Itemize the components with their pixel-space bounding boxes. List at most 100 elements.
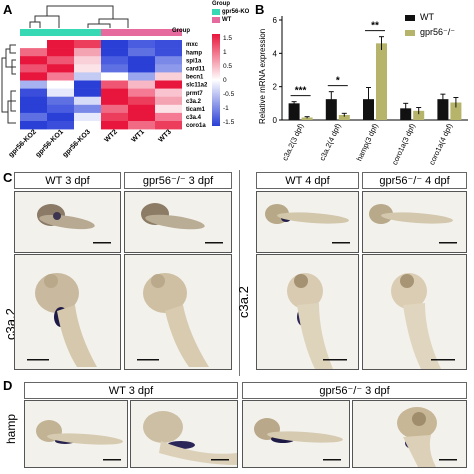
micrograph-c-wt-4dpf-zoom <box>256 254 359 370</box>
bar <box>325 99 337 120</box>
c-label-ko-4dpf: gpr56⁻/⁻ 4 dpf <box>362 172 467 189</box>
heatmap-cell <box>47 104 74 114</box>
heatmap-cell <box>101 121 128 130</box>
heatmap-cell <box>101 64 128 73</box>
d-row-label: hamp <box>4 413 18 444</box>
heatmap-cell <box>128 72 155 81</box>
c-label-wt-4dpf: WT 4 dpf <box>256 172 359 189</box>
heatmap-cell <box>47 96 74 106</box>
heatmap-cell <box>155 64 182 73</box>
legend-swatch-ko <box>212 9 220 15</box>
heatmap-cell <box>74 88 101 97</box>
bar <box>376 43 387 121</box>
gene-label: ticam1 <box>186 107 206 113</box>
panel-label-a: A <box>3 2 13 17</box>
group-annotation-bar <box>20 29 182 36</box>
gene-label: c3a.2 <box>186 99 202 105</box>
group-annotation-cell <box>47 29 74 36</box>
heatmap-cell <box>155 104 182 114</box>
x-tick-label: coro1a(3 dpf) <box>390 122 417 167</box>
y-tick-label: 2 <box>273 83 278 92</box>
heatmap-cell <box>128 88 155 97</box>
heatmap-cell <box>47 40 74 49</box>
heatmap-cell <box>155 40 182 49</box>
panel-label-c: C <box>3 170 13 185</box>
colorbar-tick: 1 <box>223 49 227 56</box>
micrograph-c-wt-3dpf-zoom <box>14 254 121 370</box>
heatmap-figure: mxc hamp spi1a card11 becn1 slc11a2 prmt7 c3a.2… <box>1 5 235 159</box>
gene-label: slc11a2 <box>186 83 208 89</box>
panel-label-d: D <box>3 378 13 393</box>
colorbar <box>212 34 220 126</box>
group-annotation-cell <box>128 29 155 36</box>
heatmap-cell <box>128 56 155 65</box>
y-tick-label: 4 <box>273 49 278 58</box>
sample-label: WT1 <box>131 128 146 143</box>
heatmap-cell <box>74 96 101 106</box>
group-row-label: Group <box>172 28 190 34</box>
heatmap-cell <box>155 80 182 89</box>
bar <box>450 102 462 120</box>
group-annotation-cell <box>155 29 182 36</box>
heatmap-cell <box>20 121 47 130</box>
significance-label: ** <box>371 21 379 32</box>
heatmap-cell <box>155 48 182 57</box>
heatmap-cell <box>101 80 128 89</box>
micrograph-d-ko-whole <box>242 400 350 468</box>
y-tick-label: 6 <box>273 16 278 25</box>
bar <box>301 117 313 120</box>
heatmap-cell <box>47 88 74 97</box>
heatmap-cell <box>20 40 47 49</box>
sample-label: WT3 <box>158 128 173 143</box>
panel-c-left-section <box>6 170 240 376</box>
heatmap-cell <box>20 56 47 65</box>
legend-swatch-ko-bar <box>405 30 415 36</box>
bar-y-axis-label: Relative mRNA expression <box>258 28 267 124</box>
heatmap-cell <box>74 48 101 57</box>
legend-item-wt: WT <box>222 17 232 23</box>
colorbar-tick: 1.5 <box>223 35 232 42</box>
heatmap-cell <box>128 121 155 130</box>
heatmap-cell <box>101 104 128 114</box>
gene-label: spi1a <box>186 58 202 64</box>
significance-label: * <box>336 76 340 87</box>
gene-label: becn1 <box>186 75 204 81</box>
heatmap-cell <box>101 112 128 122</box>
group-annotation-cell <box>20 29 47 36</box>
heatmap-cell <box>20 80 47 89</box>
colorbar-tick: 0.5 <box>223 63 232 70</box>
heatmap-cell <box>155 96 182 106</box>
gene-label: coro1a <box>186 123 206 129</box>
c-row-label-right: c3a.2 <box>236 286 251 318</box>
colorbar-tick: -1.5 <box>223 119 235 126</box>
heatmap-cell <box>128 112 155 122</box>
gene-label: c3a.4 <box>186 115 202 121</box>
heatmap-cell <box>20 64 47 73</box>
sample-label: gpr56-KO2 <box>8 128 38 158</box>
x-tick-label: c3a.2(3 dpf) <box>280 122 305 163</box>
heatmap-cell <box>101 40 128 49</box>
gene-label: mxc <box>186 42 199 48</box>
heatmap-cell <box>128 48 155 57</box>
d-label-wt-3dpf: WT 3 dpf <box>24 382 238 399</box>
heatmap-cell <box>74 80 101 89</box>
heatmap-cell <box>155 56 182 65</box>
heatmap-cell <box>101 56 128 65</box>
colorbar-tick: 0 <box>223 77 227 84</box>
bar <box>400 108 412 120</box>
legend-item-ko: gpr56-KO <box>222 9 250 15</box>
heatmap-cell <box>20 96 47 106</box>
heatmap-cell <box>20 48 47 57</box>
group-annotation-cell <box>74 29 101 36</box>
micrograph-c-wt-3dpf-whole <box>14 191 121 253</box>
heatmap-cell <box>101 88 128 97</box>
micrograph-d-wt-zoom <box>130 400 238 468</box>
sample-label: gpr56-KO1 <box>35 128 65 158</box>
gene-label: prmt7 <box>186 91 203 97</box>
bar-legend-wt: WT <box>420 12 434 22</box>
heatmap-cell <box>128 104 155 114</box>
micrograph-c-ko-3dpf-zoom <box>124 254 232 370</box>
heatmap-cell <box>20 112 47 122</box>
heatmap-cell <box>47 80 74 89</box>
micrograph-d-wt-whole <box>24 400 128 468</box>
